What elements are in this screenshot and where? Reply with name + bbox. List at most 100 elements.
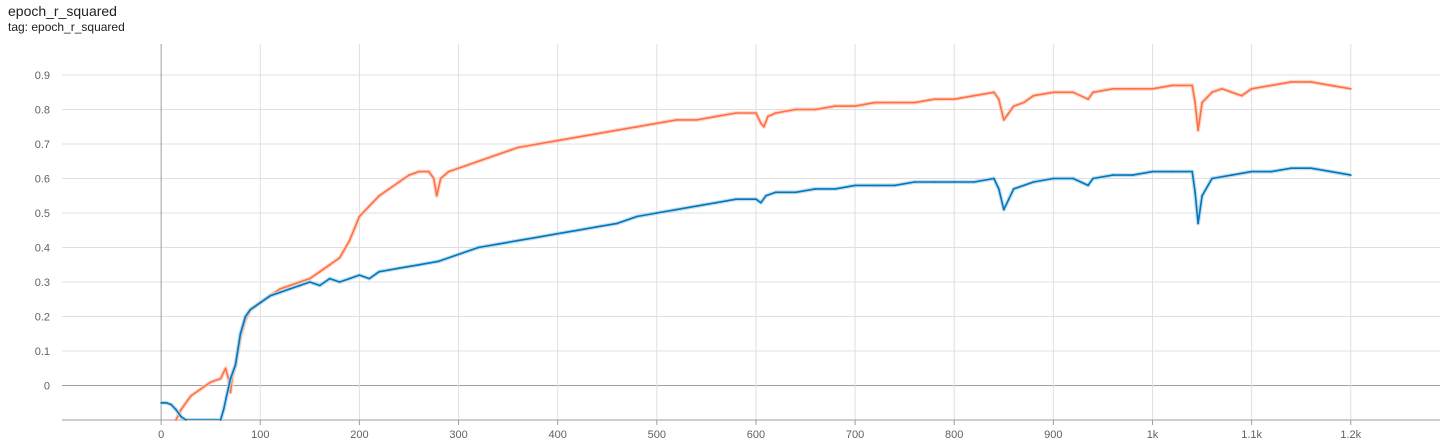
series-blue-point [556,232,559,235]
series-orange-point [874,101,876,104]
y-tick-label: 0.7 [35,139,50,151]
series-orange-point [435,194,438,197]
series-blue-point [328,277,331,280]
series-orange-point [1290,81,1293,83]
series-orange-raw-line [174,79,1352,420]
series-blue-point [318,284,321,287]
y-tick-label: 0 [44,381,50,393]
series-orange-point [1171,84,1174,87]
series-orange-point [497,153,500,156]
series-blue-point [616,222,619,225]
series-blue-point [1012,188,1015,190]
series-orange-point [755,112,757,114]
series-blue-point [234,363,237,366]
series-orange-point [1270,84,1273,87]
series-blue-point [185,419,187,421]
series-orange-point [794,108,797,111]
series-blue-point [457,253,460,256]
series-blue-point [953,181,956,183]
series-orange-point [224,367,227,370]
series-orange-point [1032,94,1035,97]
series-orange-point [328,263,331,266]
series-orange-point [893,101,896,104]
series-blue-point [1072,177,1075,180]
series-blue-point [537,236,539,239]
series-orange-point [1230,91,1233,94]
x-tick-label: 1.1k [1241,429,1262,441]
series-orange-point [517,146,519,149]
series-blue-point [854,184,856,187]
x-tick-label: 800 [945,429,963,441]
series-blue-point [517,239,519,242]
series-orange-line [175,81,1351,420]
series-orange-point [229,391,232,394]
series-blue-point [1230,174,1233,177]
series-orange-point [190,395,192,397]
series-blue-point [893,184,896,187]
series-orange-point [1310,81,1312,83]
series-blue-point [398,267,400,270]
series-orange-point [1007,112,1010,114]
series-orange-point [1131,87,1134,90]
series-orange-point [763,125,765,128]
x-tick-label: 1k [1147,429,1159,441]
series-orange-point [219,377,222,380]
series-blue-point [874,184,876,187]
series-orange-point [1111,87,1114,90]
series-orange-point [973,94,975,97]
series-blue-point [834,188,837,190]
series-orange-point [289,284,291,287]
series-blue-point [1197,222,1199,225]
series-orange-point [1194,101,1196,104]
series-orange-point [933,98,936,101]
series-orange-point [279,288,281,290]
series-blue-point [1250,170,1253,173]
series-orange-point [408,174,410,177]
series-orange-point [1250,87,1253,90]
series-orange-point [180,408,182,411]
series-blue-point [1194,191,1196,194]
series-orange-point [814,108,817,111]
series-orange-point [388,188,391,190]
x-tick-label: 900 [1044,429,1062,441]
x-tick-label: 700 [846,429,864,441]
series-blue-point [259,301,262,304]
series-orange-point [378,194,381,197]
series-orange-point [457,167,460,170]
series-blue-point [225,395,228,397]
series-orange-point [596,132,599,135]
series-blue-point [348,277,351,280]
y-tick-label: 0.6 [35,174,50,186]
series-blue-point [735,198,737,201]
x-tick-label: 0 [158,429,164,441]
series-orange-point [695,119,698,121]
y-tick-label: 0.1 [35,346,50,358]
series-blue-point [1349,174,1352,177]
series-orange-point [1240,94,1243,97]
series-orange-point [1349,87,1352,90]
series-orange-point [1151,87,1154,90]
x-tick-label: 100 [251,429,269,441]
series-orange-point [447,170,450,173]
series-orange-point [953,98,956,101]
series-blue-point [1171,170,1174,173]
series-blue-point [1211,177,1213,180]
series-blue-point [180,415,182,418]
series-blue-point [368,277,371,280]
y-tick-label: 0.3 [35,277,50,289]
series-orange-point [854,105,856,107]
series-orange-point [1330,84,1332,87]
x-tick-label: 300 [449,429,467,441]
series-blue-point [1270,170,1273,173]
series-orange-point [537,143,539,145]
series-orange-point [1002,119,1005,121]
chart-tag: tag: epoch_r_squared [8,20,125,34]
series-orange-point [735,112,737,114]
series-blue-point [1032,181,1035,183]
series-blue-point [1131,174,1134,177]
series-orange-point [358,215,361,218]
x-tick-label: 500 [648,429,666,441]
series-orange-point [398,181,400,183]
series-orange-point [1087,98,1089,101]
